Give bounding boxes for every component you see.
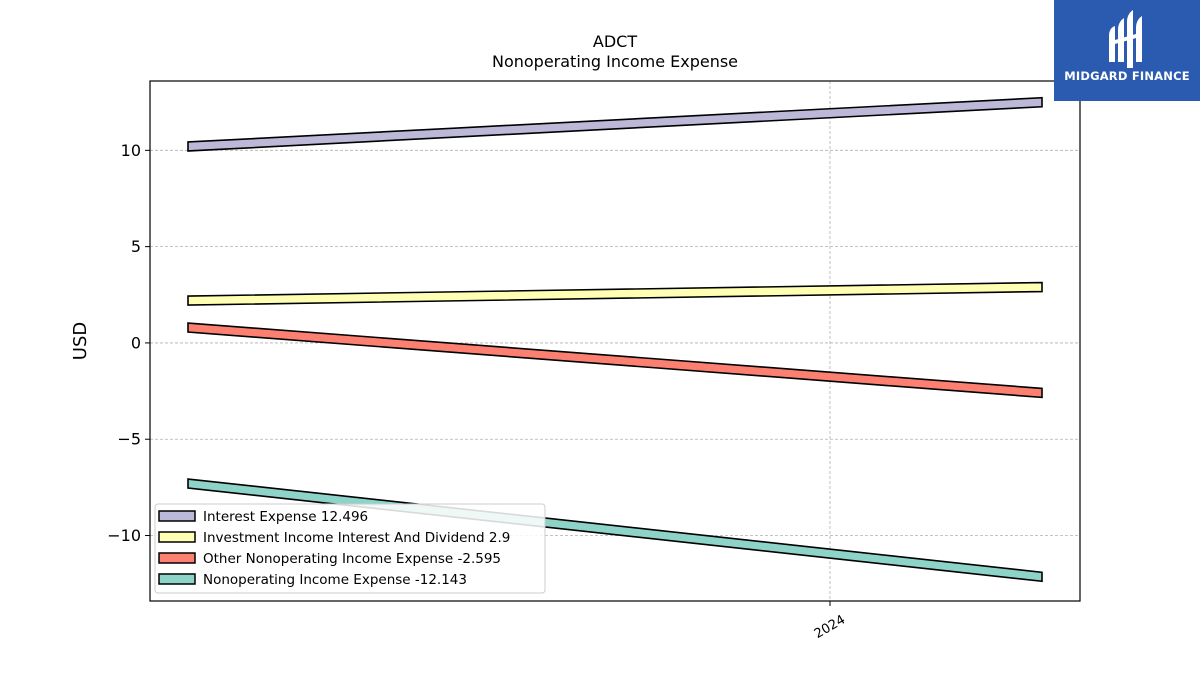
legend-label: Investment Income Interest And Dividend … bbox=[203, 530, 510, 546]
legend-swatch bbox=[158, 531, 196, 543]
series-line bbox=[187, 281, 1043, 306]
legend-swatch bbox=[158, 552, 196, 564]
y-axis-label: USD bbox=[70, 322, 91, 360]
legend-box bbox=[154, 503, 546, 594]
x-tick-label: 2024 bbox=[812, 612, 848, 642]
chart-title: ADCT bbox=[593, 32, 637, 51]
x-axis: 2024 bbox=[812, 601, 848, 642]
legend-label: Nonoperating Income Expense -12.143 bbox=[203, 572, 467, 588]
plot-area bbox=[149, 80, 1081, 602]
y-axis: 10 5 0 −5 −10 bbox=[107, 141, 150, 545]
legend-swatch bbox=[158, 573, 196, 585]
logo-mark-icon bbox=[1109, 10, 1142, 68]
legend-label: Other Nonoperating Income Expense -2.595 bbox=[203, 551, 501, 567]
y-tick-label: 5 bbox=[131, 237, 141, 256]
logo-text: MIDGARD FINANCE bbox=[1064, 69, 1190, 83]
series-line bbox=[187, 322, 1043, 399]
brand-logo: MIDGARD FINANCE bbox=[1054, 0, 1200, 101]
y-tick-label: −10 bbox=[107, 526, 141, 545]
y-tick-label: −5 bbox=[117, 430, 141, 449]
legend-swatch bbox=[158, 510, 196, 522]
y-tick-label: 10 bbox=[121, 141, 141, 160]
y-tick-label: 0 bbox=[131, 333, 141, 352]
chart-subtitle: Nonoperating Income Expense bbox=[492, 52, 738, 71]
legend-label: Interest Expense 12.496 bbox=[203, 509, 368, 525]
legend: Interest Expense 12.496 Investment Income… bbox=[154, 503, 546, 594]
series-line bbox=[187, 96, 1043, 152]
